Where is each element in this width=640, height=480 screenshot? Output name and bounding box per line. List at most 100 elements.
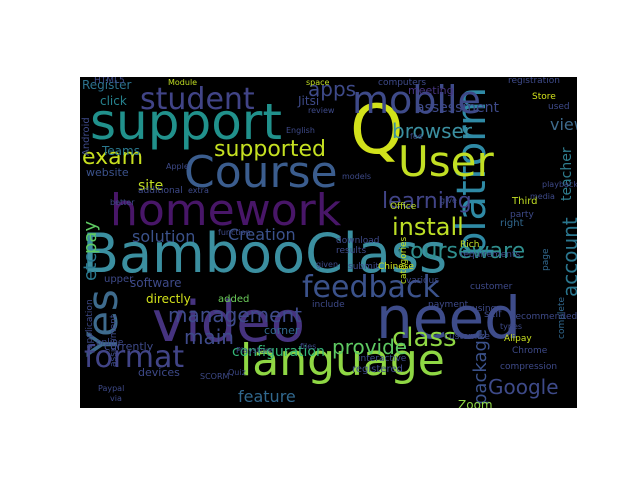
word: view (550, 115, 577, 134)
word: types (500, 322, 523, 331)
word: compression (500, 362, 558, 372)
word: supported (214, 137, 326, 162)
word: Paypal (98, 384, 125, 393)
word: results (336, 246, 367, 256)
word: currently (104, 340, 154, 353)
word: better (110, 198, 135, 207)
word: BambooClass (82, 222, 448, 285)
word: SCORM (200, 372, 230, 381)
word: review (308, 106, 335, 115)
word: corner (264, 324, 300, 337)
word: courseware (398, 239, 526, 264)
word: install (392, 213, 464, 241)
word: account (558, 217, 577, 297)
word: Quiz (228, 368, 246, 377)
word: pay (80, 220, 101, 254)
word: recommended (512, 312, 577, 322)
word: give (440, 196, 457, 205)
word: added (218, 294, 250, 305)
word: solution (132, 227, 196, 246)
word: Third (512, 196, 538, 207)
word: extra (188, 186, 209, 195)
word: include (312, 300, 345, 310)
word: etc (80, 252, 101, 281)
word: additional (138, 186, 183, 196)
word: space (306, 78, 330, 87)
word: customize (444, 332, 490, 342)
word: Store (532, 92, 556, 102)
word: requirements (460, 250, 521, 260)
word: assessment (416, 100, 499, 116)
word: website (86, 166, 129, 179)
word: media (530, 192, 555, 201)
word: click (100, 94, 127, 108)
word: Course (184, 147, 338, 198)
word: upper (104, 274, 134, 285)
word: given (316, 260, 339, 269)
word: student (140, 82, 255, 117)
word: video (152, 290, 305, 355)
word: HTML5 (94, 77, 125, 86)
word: apps (308, 77, 357, 101)
word: Jitsi (298, 94, 320, 108)
word: payment (428, 300, 469, 310)
word: site (138, 178, 164, 194)
word: Apple (166, 162, 189, 171)
word: provide (332, 335, 408, 359)
word: Creation (228, 225, 296, 244)
word: interactive (358, 354, 407, 364)
word: devices (138, 366, 180, 379)
word: Chinese (378, 262, 414, 272)
word: format (84, 340, 185, 375)
word: various (406, 276, 439, 286)
word: User (398, 137, 494, 186)
word: function (218, 228, 251, 237)
word: configuration (232, 344, 325, 360)
word: class (392, 323, 457, 353)
word: feedback (302, 270, 440, 305)
word: used (548, 102, 570, 112)
word: files (300, 342, 317, 351)
word: submit (348, 262, 379, 272)
word: learning (382, 189, 472, 214)
word: teacher (559, 147, 575, 201)
word: directly (146, 292, 191, 306)
word: meeting (408, 84, 454, 97)
word: need (376, 284, 521, 352)
word: using (472, 304, 497, 314)
word: Google (488, 375, 559, 399)
word: language (240, 335, 445, 386)
word: fee (410, 132, 423, 141)
word: mobile (352, 78, 481, 122)
word: Playstore (236, 346, 273, 355)
word: browser (392, 119, 473, 143)
word: party (510, 210, 534, 220)
word: application (85, 299, 95, 349)
word: models (342, 172, 372, 181)
word: Module (168, 78, 198, 87)
word: Q (350, 91, 404, 170)
word: right (500, 218, 524, 229)
word: registration (508, 77, 560, 86)
word: feature (238, 387, 296, 406)
word: management (168, 303, 302, 327)
word: registered (352, 364, 403, 375)
word: customer (470, 282, 513, 292)
word: support (90, 93, 282, 151)
word: Chrome (512, 346, 548, 356)
word: homework (110, 185, 342, 236)
word: Office (390, 202, 417, 212)
word: page (541, 248, 551, 271)
word: Android (81, 117, 92, 156)
word: download (336, 236, 380, 246)
word: exam (82, 145, 144, 170)
word: Alipay (504, 334, 532, 344)
word: playback (542, 180, 577, 189)
word: self (484, 309, 502, 320)
word: Zoom (458, 398, 493, 408)
word: Register (82, 78, 132, 92)
word: software (130, 276, 182, 290)
word: Rich (460, 240, 480, 250)
word: Teams (102, 144, 140, 158)
word: categories (399, 236, 409, 284)
